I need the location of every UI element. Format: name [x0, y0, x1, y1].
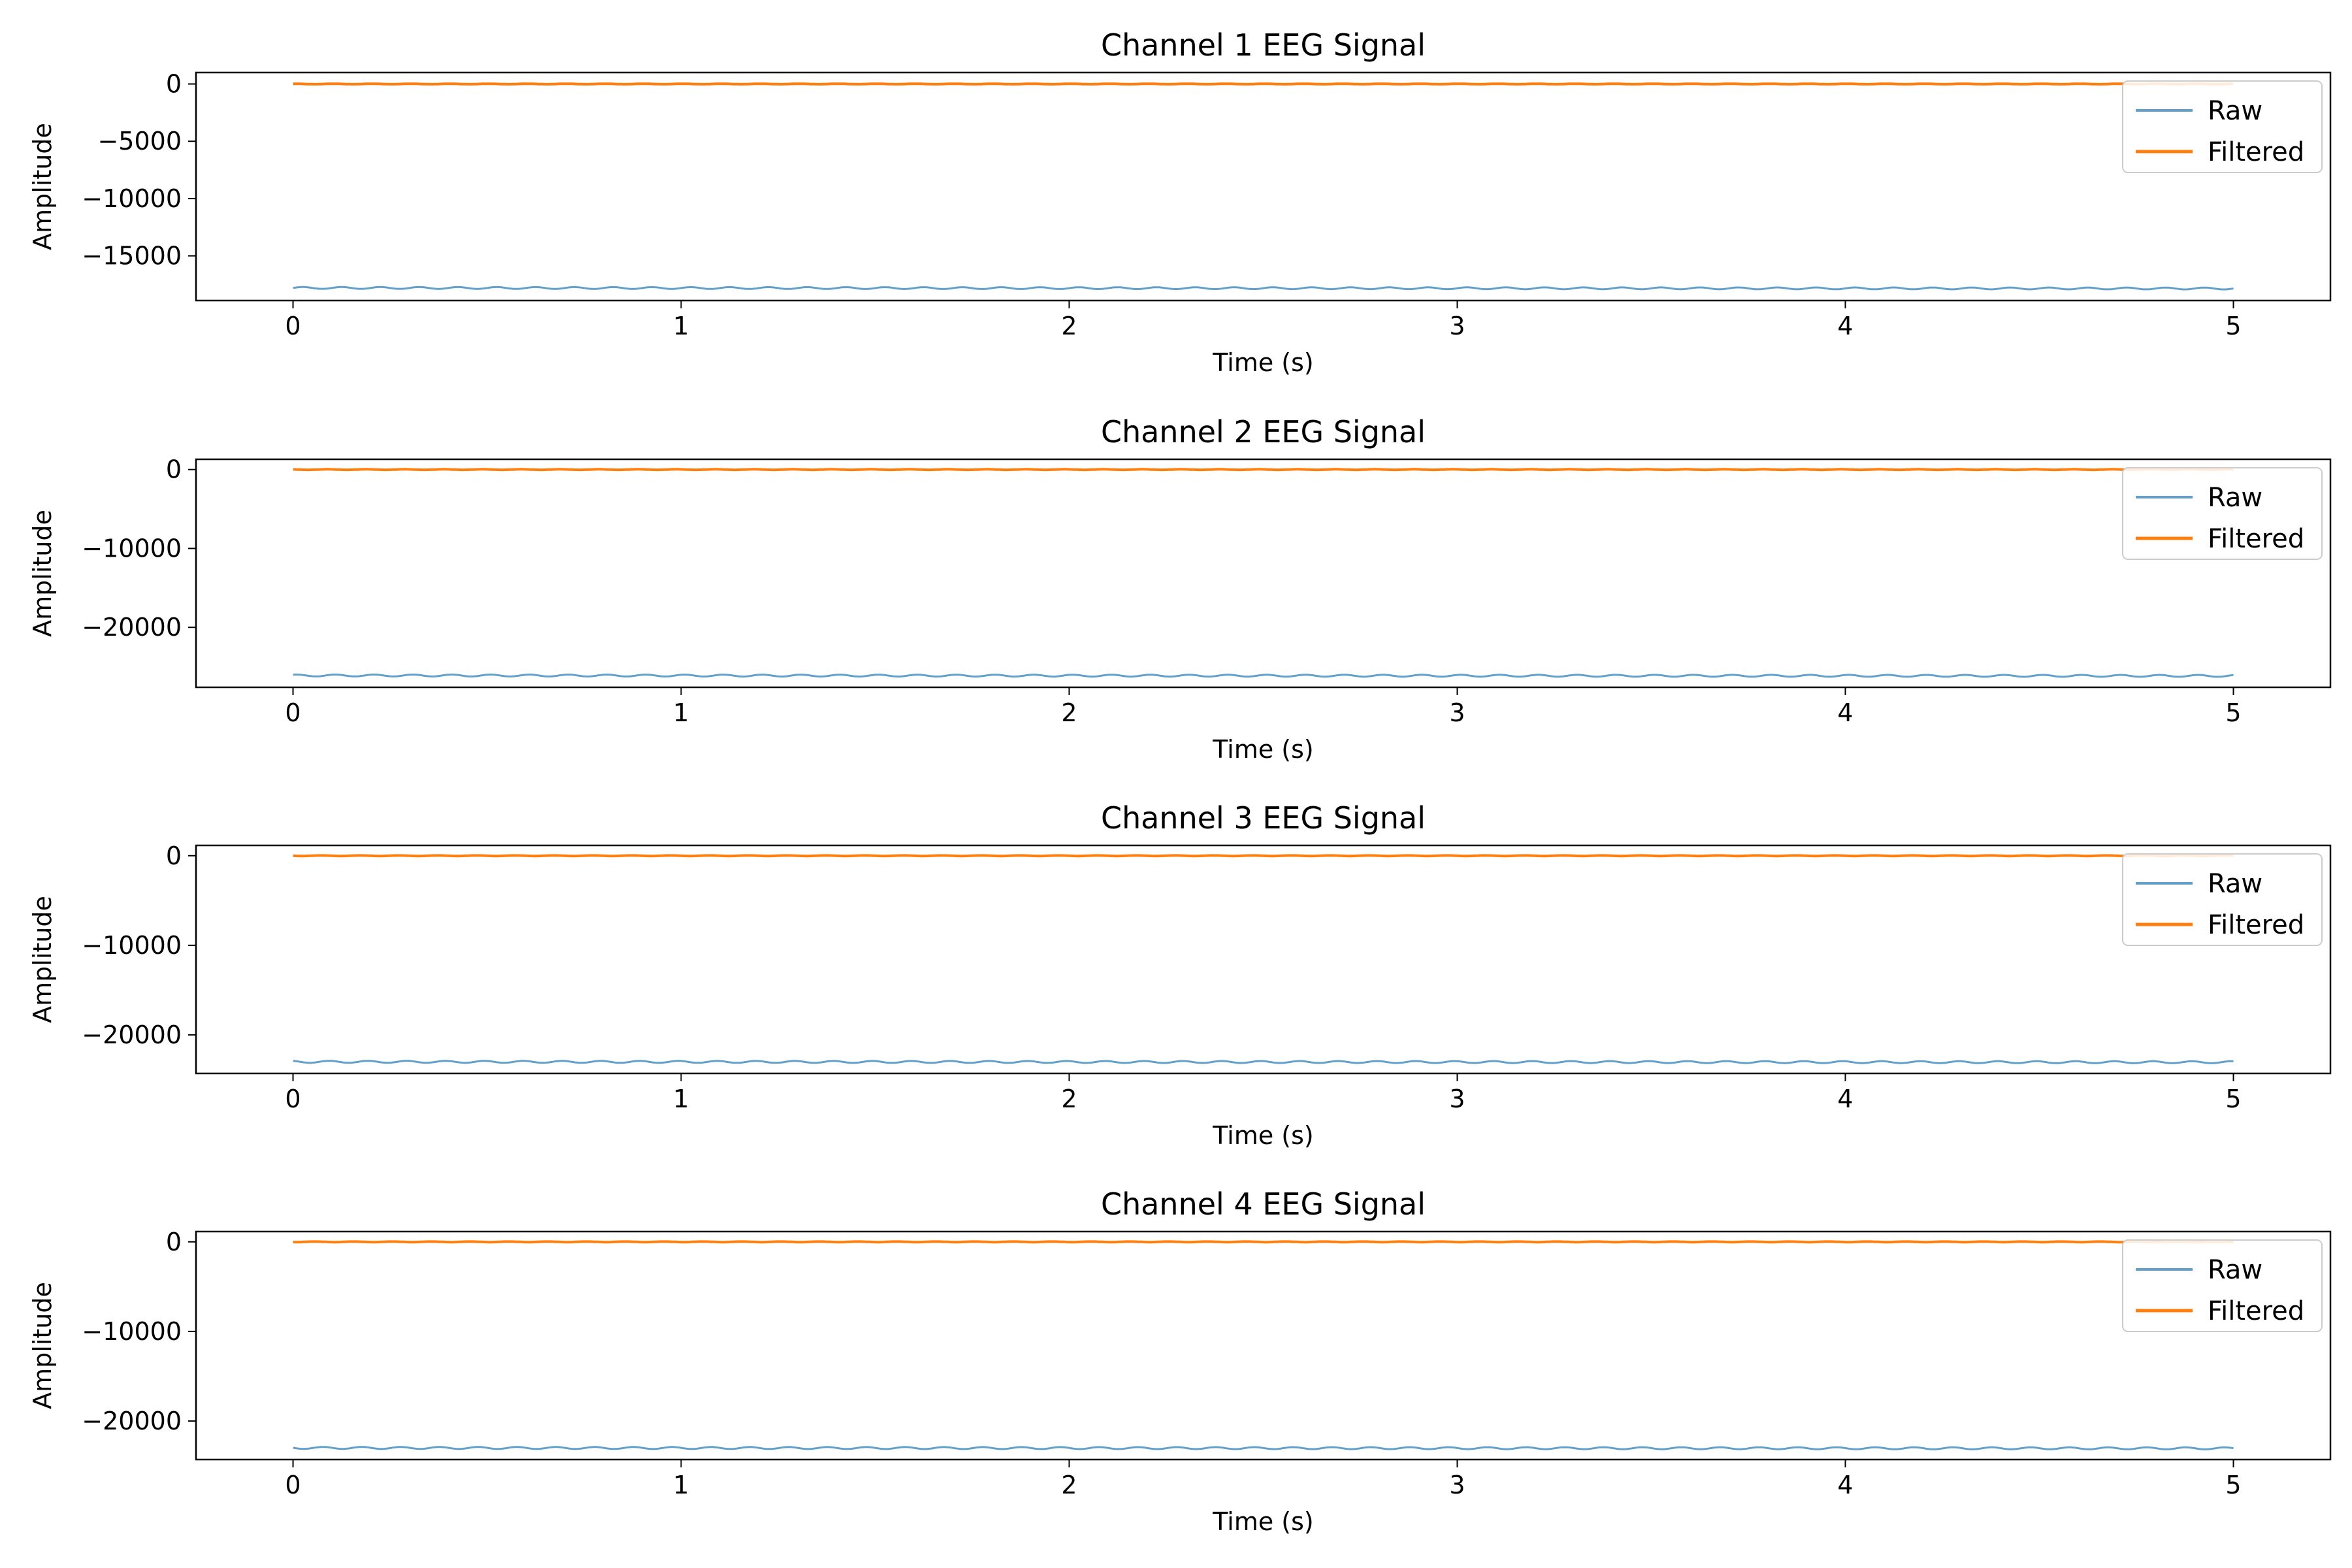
- y-tick-label: −20000: [82, 1407, 182, 1435]
- chart-title: Channel 2 EEG Signal: [1101, 414, 1426, 449]
- legend: Raw Filtered: [2122, 467, 2323, 560]
- y-tick-label: −10000: [82, 534, 182, 563]
- legend-label-raw: Raw: [2208, 96, 2262, 126]
- y-tick-label: −10000: [82, 184, 182, 213]
- series-line-raw: [293, 1446, 2234, 1450]
- y-axis-label: Amplitude: [28, 510, 57, 637]
- chart-panel-4: Channel 4 EEG Signal 0 1 2 3 4 5 0 −10000 −20000 T…: [28, 1186, 2332, 1536]
- x-tick-label: 1: [673, 1085, 689, 1113]
- y-tick-label: 0: [166, 1228, 182, 1256]
- x-tick-label: 2: [1061, 698, 1077, 727]
- x-tick-label: 1: [673, 698, 689, 727]
- x-tick-label: 2: [1061, 312, 1077, 340]
- legend-label-filtered: Filtered: [2208, 137, 2304, 167]
- series-line-filtered: [293, 854, 2234, 858]
- x-axis-label: Time (s): [1212, 1121, 1314, 1150]
- x-tick-label: 3: [1449, 1471, 1465, 1499]
- legend: Raw Filtered: [2122, 80, 2323, 173]
- x-tick-label: 3: [1449, 1085, 1465, 1113]
- y-tick-label: 0: [166, 841, 182, 870]
- plot-area-frame: [195, 844, 2332, 1075]
- plot-area-frame: [195, 1230, 2332, 1461]
- y-tick-label: 0: [166, 455, 182, 484]
- series-line-filtered: [293, 1240, 2234, 1244]
- x-tick-label: 4: [1837, 1471, 1853, 1499]
- legend-label-raw: Raw: [2208, 483, 2262, 513]
- x-tick-label: 0: [285, 1085, 301, 1113]
- x-tick-label: 1: [673, 312, 689, 340]
- series-line-raw: [293, 286, 2234, 291]
- series-line-filtered: [293, 468, 2234, 472]
- x-tick-label: 5: [2225, 1471, 2241, 1499]
- x-tick-label: 5: [2225, 698, 2241, 727]
- x-axis-label: Time (s): [1212, 348, 1314, 377]
- x-tick-label: 5: [2225, 312, 2241, 340]
- legend-label-filtered: Filtered: [2208, 524, 2304, 554]
- x-tick-label: 2: [1061, 1471, 1077, 1499]
- legend: Raw Filtered: [2122, 853, 2323, 946]
- y-tick-label: −20000: [82, 1021, 182, 1049]
- y-axis-label: Amplitude: [28, 1282, 57, 1409]
- x-tick-label: 4: [1837, 312, 1853, 340]
- chart-panel-3: Channel 3 EEG Signal 0 1 2 3 4 5 0 −10000 −20000 T…: [28, 800, 2332, 1150]
- chart-title: Channel 1 EEG Signal: [1101, 27, 1426, 63]
- plot-area-frame: [195, 71, 2332, 302]
- legend: Raw Filtered: [2122, 1239, 2323, 1332]
- series-line-raw: [293, 673, 2234, 678]
- x-tick-label: 0: [285, 698, 301, 727]
- x-tick-label: 5: [2225, 1085, 2241, 1113]
- y-tick-label: −5000: [97, 127, 182, 155]
- x-tick-label: 4: [1837, 1085, 1853, 1113]
- x-tick-label: 4: [1837, 698, 1853, 727]
- x-axis-label: Time (s): [1212, 1507, 1314, 1536]
- y-tick-label: −10000: [82, 931, 182, 960]
- chart-panel-2: Channel 2 EEG Signal 0 1 2 3 4 5 0 −10000 −20000 T…: [28, 414, 2332, 764]
- series-line-raw: [293, 1060, 2234, 1064]
- chart-panel-1: Channel 1 EEG Signal 0 1 2 3 4 5 0 −5000 −10000 −1…: [28, 27, 2332, 377]
- y-tick-label: −20000: [82, 613, 182, 642]
- chart-title: Channel 4 EEG Signal: [1101, 1186, 1426, 1222]
- legend-label-filtered: Filtered: [2208, 910, 2304, 940]
- y-axis-label: Amplitude: [28, 896, 57, 1023]
- legend-label-raw: Raw: [2208, 1255, 2262, 1285]
- legend-box: [2122, 80, 2323, 173]
- legend-label-raw: Raw: [2208, 869, 2262, 899]
- y-tick-label: −15000: [82, 242, 182, 270]
- y-tick-label: 0: [166, 70, 182, 99]
- legend-box: [2122, 467, 2323, 560]
- x-tick-label: 0: [285, 312, 301, 340]
- x-tick-label: 3: [1449, 698, 1465, 727]
- legend-label-filtered: Filtered: [2208, 1296, 2304, 1326]
- x-tick-label: 0: [285, 1471, 301, 1499]
- x-tick-label: 3: [1449, 312, 1465, 340]
- legend-box: [2122, 853, 2323, 946]
- x-tick-label: 1: [673, 1471, 689, 1499]
- x-axis-label: Time (s): [1212, 735, 1314, 764]
- plot-area-frame: [195, 458, 2332, 689]
- legend-box: [2122, 1239, 2323, 1332]
- x-tick-label: 2: [1061, 1085, 1077, 1113]
- chart-title: Channel 3 EEG Signal: [1101, 800, 1426, 836]
- y-axis-label: Amplitude: [28, 123, 57, 250]
- y-tick-label: −10000: [82, 1317, 182, 1346]
